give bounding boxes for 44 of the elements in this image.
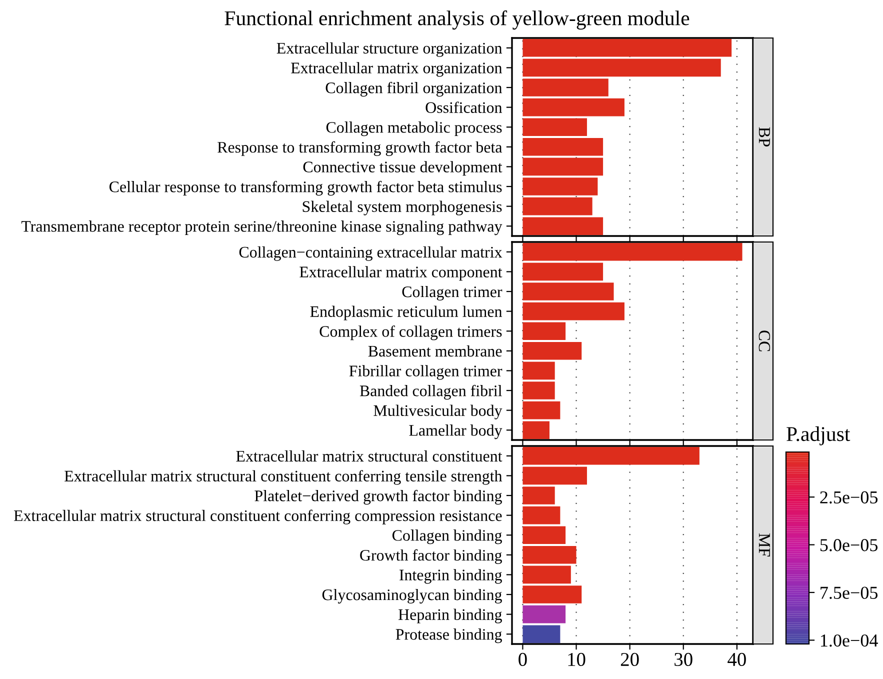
color-bar-title: P.adjust <box>786 426 850 446</box>
y-tick-label: Transmembrane receptor protein serine/threonine kinase signaling pathway <box>21 220 502 236</box>
y-tick-label: Connective tissue development <box>303 161 502 176</box>
x-tick-label: 20 <box>620 652 639 666</box>
y-tick-label: Response to transforming growth factor beta <box>218 141 502 156</box>
color-bar-label: 1.0e−04 <box>821 634 878 647</box>
y-tick-label: Platelet−derived growth factor binding <box>254 490 502 505</box>
y-tick-label: Protease binding <box>396 628 502 644</box>
y-tick-label: Extracellular matrix structural constituent conferring compression resistance <box>14 510 502 524</box>
chart-title: Functional enrichment analysis of yellow-green module <box>224 10 690 30</box>
color-bar-label: 7.5e−05 <box>820 586 878 599</box>
y-tick-label: Collagen trimer <box>402 286 502 300</box>
y-tick-label: Ossification <box>426 102 502 113</box>
x-tick-label: 40 <box>728 652 746 666</box>
y-tick-label: Skeletal system morphogenesis <box>302 200 502 216</box>
y-tick-label: Collagen fibril organization <box>326 82 502 97</box>
x-tick-label: 0 <box>518 652 527 666</box>
y-tick-label: Growth factor binding <box>360 549 502 564</box>
y-tick-label: Extracellular structure organization <box>276 42 502 57</box>
y-tick-label: Endoplasmic reticulum lumen <box>310 306 502 320</box>
y-tick-label: Collagen binding <box>392 530 502 544</box>
x-tick-label: 30 <box>674 652 692 666</box>
text: BP <box>758 127 770 147</box>
y-tick-label: Cellular response to transforming growth factor beta stimulus <box>109 180 502 196</box>
y-tick-label: Collagen−containing extracellular matrix <box>239 246 502 261</box>
y-tick-label: Collagen metabolic process <box>326 122 502 136</box>
y-tick-label: Fibrillar collagen trimer <box>349 365 502 380</box>
y-tick-label: Glycosaminoglycan binding <box>322 588 502 604</box>
x-tick-label: 10 <box>568 652 586 666</box>
color-bar-label: 5.0e−05 <box>820 539 878 552</box>
y-tick-label: Extracellular matrix organization <box>291 62 502 77</box>
color-bar-label: 2.5e−05 <box>820 491 878 504</box>
text: MF <box>758 533 770 556</box>
y-tick-label: Basement membrane <box>368 345 502 357</box>
y-tick-label: Extracellular matrix structural constituent conferring tensile strength <box>64 470 502 485</box>
y-tick-label: Complex of collagen trimers <box>320 325 502 340</box>
text: CC <box>758 330 770 352</box>
y-tick-label: Extracellular matrix component <box>300 266 502 281</box>
y-tick-label: Heparin binding <box>398 608 502 624</box>
y-tick-label: Extracellular matrix structural constituent <box>236 450 502 462</box>
y-tick-label: Lamellar body <box>409 424 502 440</box>
y-tick-label: Banded collagen fibril <box>360 384 502 400</box>
y-tick-label: Integrin binding <box>399 569 502 584</box>
y-tick-label: Multivesicular body <box>374 404 502 420</box>
